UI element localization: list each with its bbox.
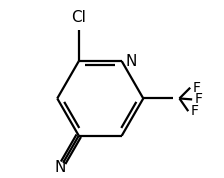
Text: N: N <box>125 54 137 69</box>
Text: F: F <box>193 81 200 95</box>
Text: Cl: Cl <box>71 10 86 25</box>
Text: F: F <box>191 104 199 118</box>
Text: N: N <box>54 160 66 175</box>
Text: F: F <box>194 92 202 106</box>
